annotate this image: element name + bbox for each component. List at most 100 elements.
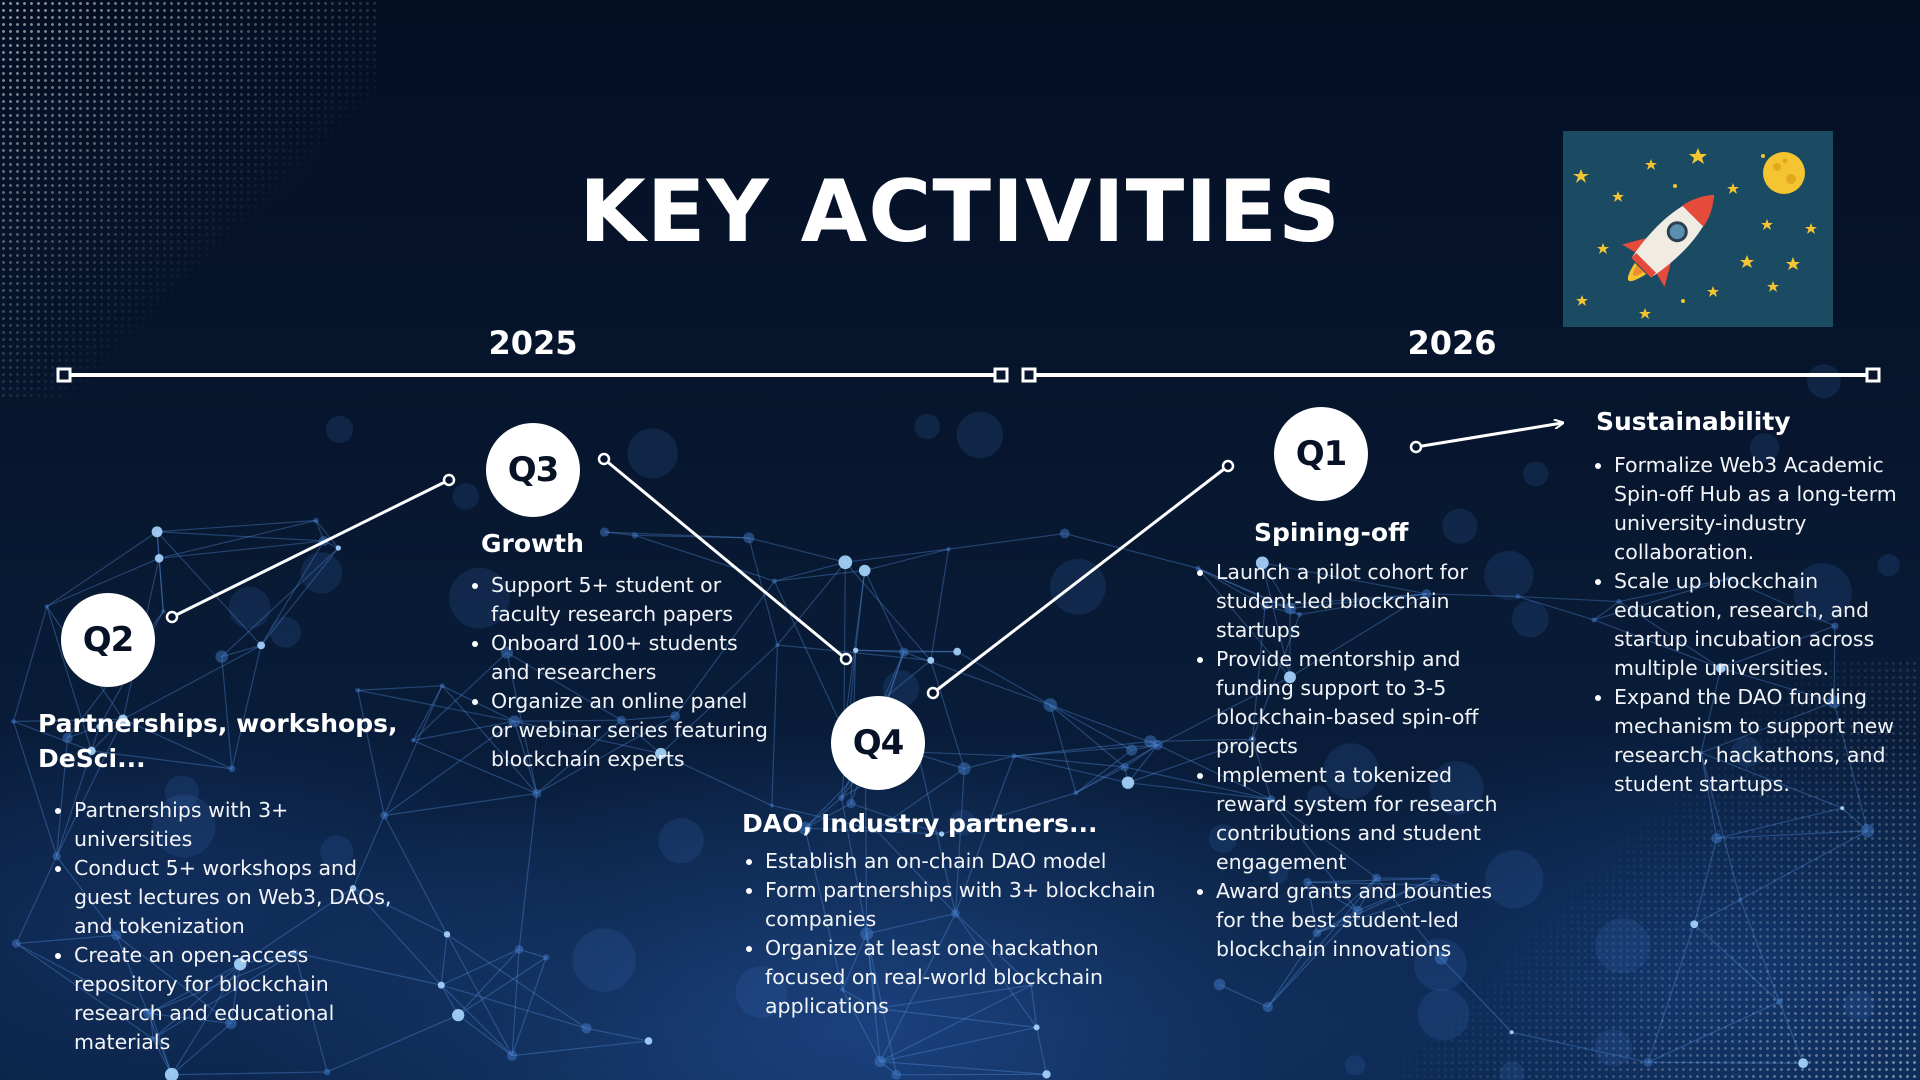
network-link [774, 561, 846, 582]
network-link [1197, 567, 1291, 678]
network-node [1255, 556, 1269, 570]
network-link [1357, 877, 1378, 912]
network-link [511, 949, 520, 1056]
moon [1763, 152, 1805, 194]
network-link [1593, 601, 1620, 621]
network-link [604, 531, 635, 537]
network-node [946, 546, 951, 552]
network-link [46, 531, 158, 607]
network-node [87, 746, 96, 756]
network-link [446, 934, 513, 1056]
network-link [1219, 983, 1269, 1008]
network-link [1127, 744, 1159, 784]
network-link [1127, 782, 1272, 800]
network-node [775, 642, 780, 648]
network-link [315, 520, 339, 549]
network-link [1013, 744, 1158, 757]
list-item: Support 5+ student or faculty research p… [491, 571, 771, 629]
network-link [122, 644, 262, 720]
network-link [513, 721, 538, 794]
network-link [1013, 755, 1125, 768]
network-link [46, 557, 160, 608]
network-node [96, 723, 103, 730]
bokeh-blob [735, 966, 788, 1019]
network-node [852, 647, 859, 653]
network-node [1126, 744, 1138, 756]
list-item: Launch a pilot cohort for student-led bl… [1216, 558, 1516, 645]
network-node [380, 811, 389, 820]
network-node [1033, 1024, 1040, 1031]
network-link [864, 766, 868, 934]
network-node [1284, 671, 1296, 684]
network-link [804, 828, 844, 990]
quarter-list-q3: Support 5+ student or faculty research p… [455, 571, 771, 774]
bokeh-blob [914, 413, 941, 440]
rocket-icon [1563, 131, 1833, 327]
network-link [221, 644, 262, 658]
network-link [260, 547, 339, 646]
network-node [1591, 617, 1597, 623]
network-link [412, 652, 508, 741]
network-link [1197, 567, 1300, 615]
halftone-pattern-top-left [0, 0, 380, 400]
network-node [507, 1050, 518, 1061]
network-link [1841, 807, 1869, 832]
network-link [352, 815, 385, 889]
network-node [1827, 695, 1841, 709]
bokeh-blob [1267, 862, 1289, 884]
network-node [1776, 998, 1783, 1006]
network-link [954, 755, 1015, 914]
network-link [866, 933, 898, 1075]
list-item: Onboard 100+ students and researchers [491, 629, 771, 687]
network-node [1073, 790, 1079, 796]
network-node [599, 527, 610, 537]
network-link [1833, 701, 1869, 831]
timeline-endpoint [56, 367, 72, 383]
network-node [1312, 928, 1322, 938]
network-link [875, 829, 956, 914]
network-node [44, 604, 49, 609]
network-node [514, 945, 524, 954]
network-node [452, 1008, 465, 1022]
network-node [11, 719, 16, 724]
network-node [500, 646, 514, 659]
network-link [773, 580, 845, 732]
network-link [1700, 667, 1722, 753]
network-link [294, 952, 442, 986]
connector-node [442, 473, 456, 487]
network-node [1152, 739, 1163, 751]
network-link [875, 1007, 1037, 1028]
bokeh-blob [1413, 938, 1467, 992]
network-link [1716, 807, 1843, 839]
network-link [352, 887, 442, 986]
network-link [315, 520, 325, 542]
network-link [514, 719, 622, 722]
network-link [1357, 878, 1436, 912]
connector-q3-q4 [603, 457, 847, 661]
network-link [1264, 593, 1427, 607]
quarter-heading-q3: Growth [481, 529, 584, 558]
network-link [158, 558, 164, 612]
rocket-illustration [1563, 131, 1833, 327]
network-link [440, 984, 513, 1057]
network-link [1150, 738, 1253, 743]
network-node [225, 1017, 237, 1030]
network-link [660, 753, 773, 807]
bokeh-blob [1307, 785, 1330, 808]
network-node [872, 826, 880, 834]
network-node [355, 687, 361, 693]
network-link [774, 569, 865, 582]
network-link [446, 933, 587, 1029]
network-node [542, 954, 550, 961]
network-node [349, 885, 357, 892]
network-link [412, 685, 443, 741]
network-link [157, 531, 324, 542]
list-item: Conduct 5+ workshops and guest lectures … [74, 854, 404, 941]
connector-q4-q1 [932, 464, 1229, 695]
network-node [508, 715, 521, 728]
quarter-badge-q4: Q4 [831, 696, 925, 790]
network-link [383, 815, 448, 935]
network-link [1693, 899, 1741, 925]
network-link [842, 989, 881, 1062]
network-node [154, 553, 164, 563]
